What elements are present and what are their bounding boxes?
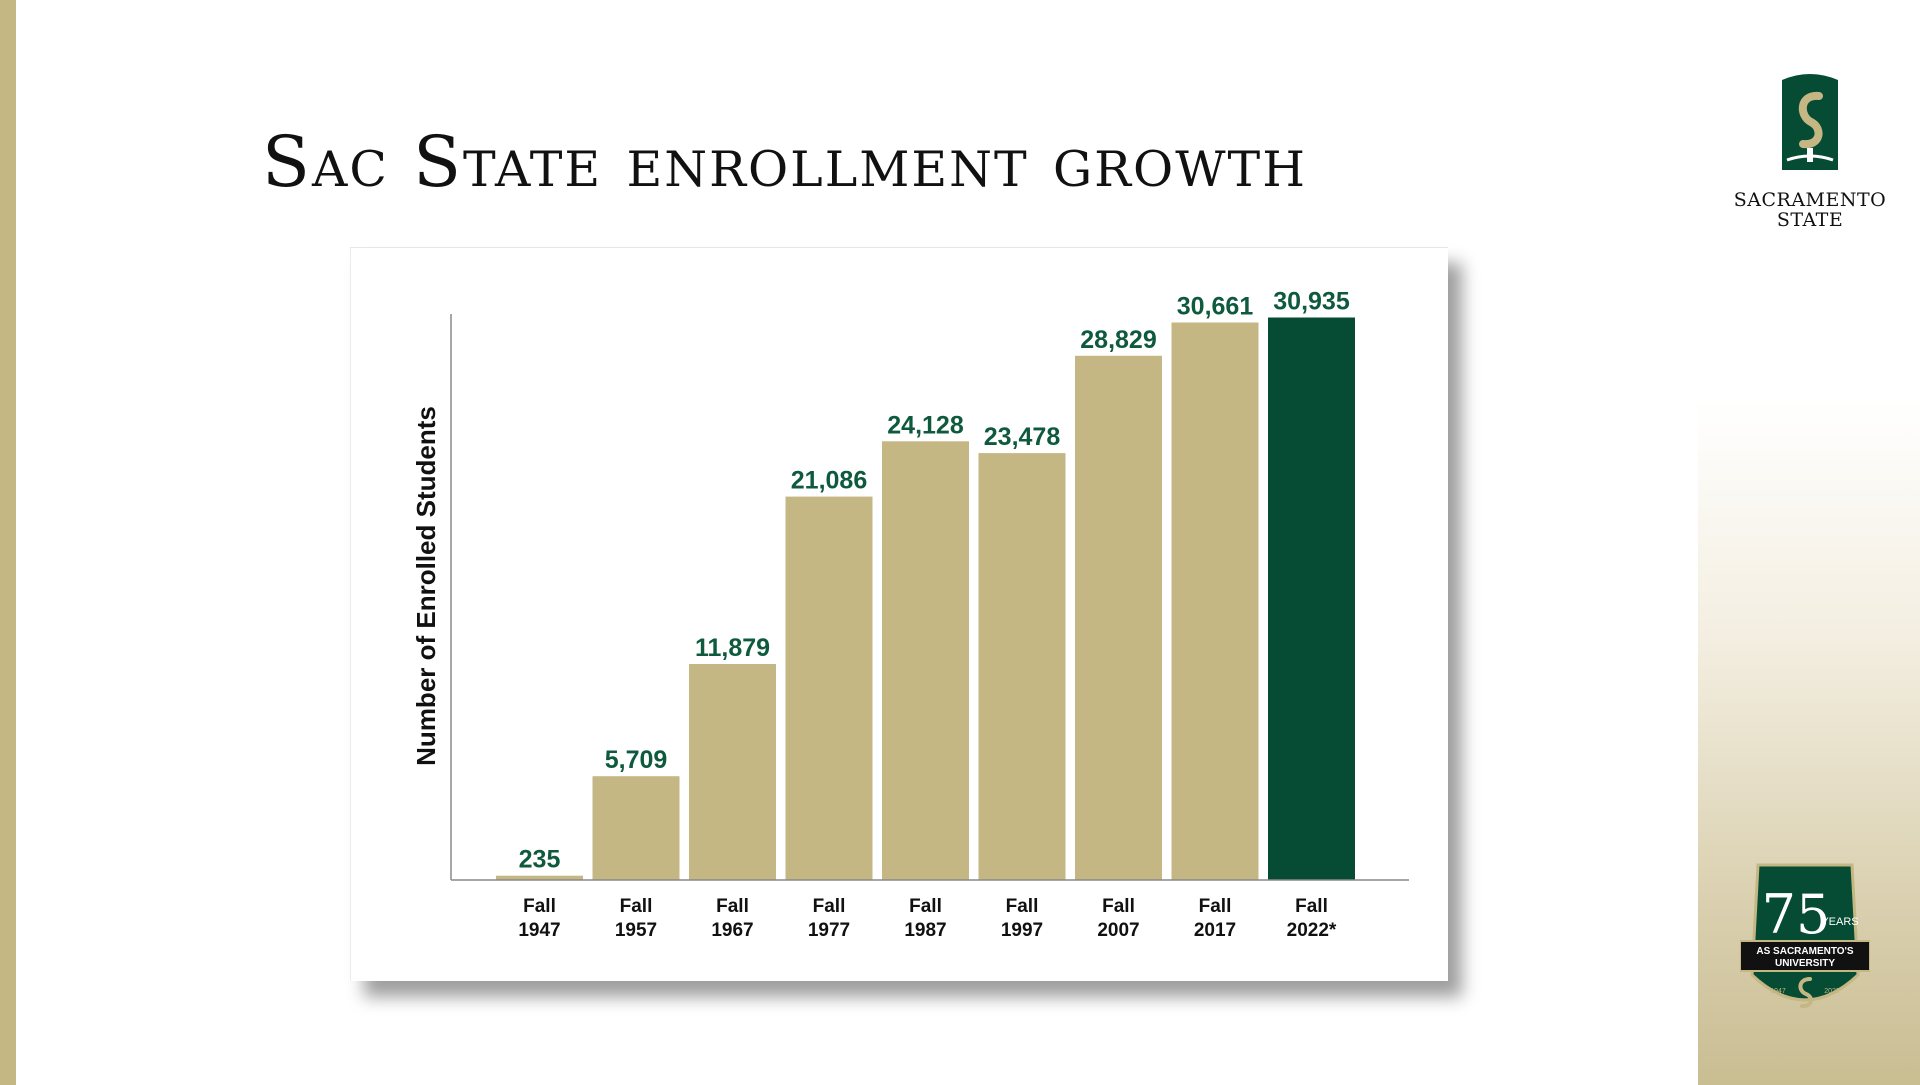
bar-value-label: 30,935: [1273, 288, 1350, 316]
left-accent-stripe: [0, 0, 16, 1085]
bar-fall-1957: [592, 776, 680, 880]
x-tick-label: 1987: [904, 920, 946, 941]
bar-fall-1977: [785, 496, 873, 880]
x-tick-label: 1997: [1001, 920, 1043, 941]
x-tick-label: 2022*: [1287, 920, 1337, 941]
bar-fall-1997: [978, 453, 1066, 880]
bar-value-label: 30,661: [1177, 293, 1254, 321]
bar-value-label: 5,709: [605, 746, 668, 774]
x-tick-label: 2017: [1194, 920, 1236, 941]
x-tick-label: Fall: [1102, 896, 1135, 917]
anniversary-number: 75: [1762, 883, 1831, 946]
x-tick-label: Fall: [1006, 896, 1039, 917]
bar-fall-2022: [1268, 317, 1355, 880]
bar-fall-1987: [882, 441, 969, 880]
x-tick-label: 1967: [711, 920, 753, 941]
x-tick-label: Fall: [620, 896, 653, 917]
bar-fall-2007: [1075, 355, 1162, 880]
x-tick-label: Fall: [523, 896, 556, 917]
enrollment-bar-chart: 235 Fall 1947 5,709 Fall 1957 11,879 Fall 1967 21…: [411, 288, 1409, 941]
bar-fall-1967: [689, 664, 776, 880]
y-axis-title: Number of Enrolled Students: [411, 406, 441, 766]
bar-value-label: 11,879: [695, 634, 770, 662]
x-tick-label: Fall: [1295, 896, 1328, 917]
anniversary-years: YEARS: [1821, 916, 1858, 928]
logo-line-1: SACRAMENTO: [1733, 189, 1887, 211]
sacramento-state-logo: SACRAMENTO STATE: [1725, 72, 1895, 242]
anniversary-badge: 75 YEARS AS SACRAMENTO'S UNIVERSITY 1947…: [1739, 855, 1871, 1030]
bar-value-label: 235: [519, 846, 561, 874]
bar-value-label: 23,478: [984, 423, 1061, 451]
x-tick-label: Fall: [909, 896, 942, 917]
bar-fall-2017: [1171, 322, 1259, 880]
hornet-shield-icon: [1782, 74, 1838, 170]
anniversary-text-line-1: AS SACRAMENTO'S: [1756, 946, 1854, 957]
chart-card: 235 Fall 1947 5,709 Fall 1957 11,879 Fall 1967 21…: [350, 247, 1448, 981]
x-tick-label: 1947: [518, 920, 560, 941]
bar-value-label: 21,086: [791, 467, 867, 495]
logo-line-2: STATE: [1776, 209, 1844, 231]
x-tick-label: 1977: [808, 920, 850, 941]
anniversary-shield-icon: 75 YEARS AS SACRAMENTO'S UNIVERSITY 1947…: [1739, 863, 1871, 1009]
anniversary-start-year: 1947: [1770, 988, 1786, 995]
slide-title: Sac State enrollment growth: [262, 121, 1307, 203]
x-tick-label: Fall: [1199, 896, 1232, 917]
bar-value-label: 28,829: [1080, 326, 1156, 354]
x-tick-label: Fall: [716, 896, 749, 917]
bar-fall-1947: [496, 875, 583, 880]
anniversary-text-line-2: UNIVERSITY: [1775, 958, 1835, 969]
x-tick-label: 1957: [615, 920, 657, 941]
bar-value-label: 24,128: [887, 411, 964, 439]
anniversary-end-year: 2022: [1824, 988, 1840, 995]
x-tick-label: 2007: [1097, 920, 1139, 941]
x-tick-label: Fall: [813, 896, 846, 917]
